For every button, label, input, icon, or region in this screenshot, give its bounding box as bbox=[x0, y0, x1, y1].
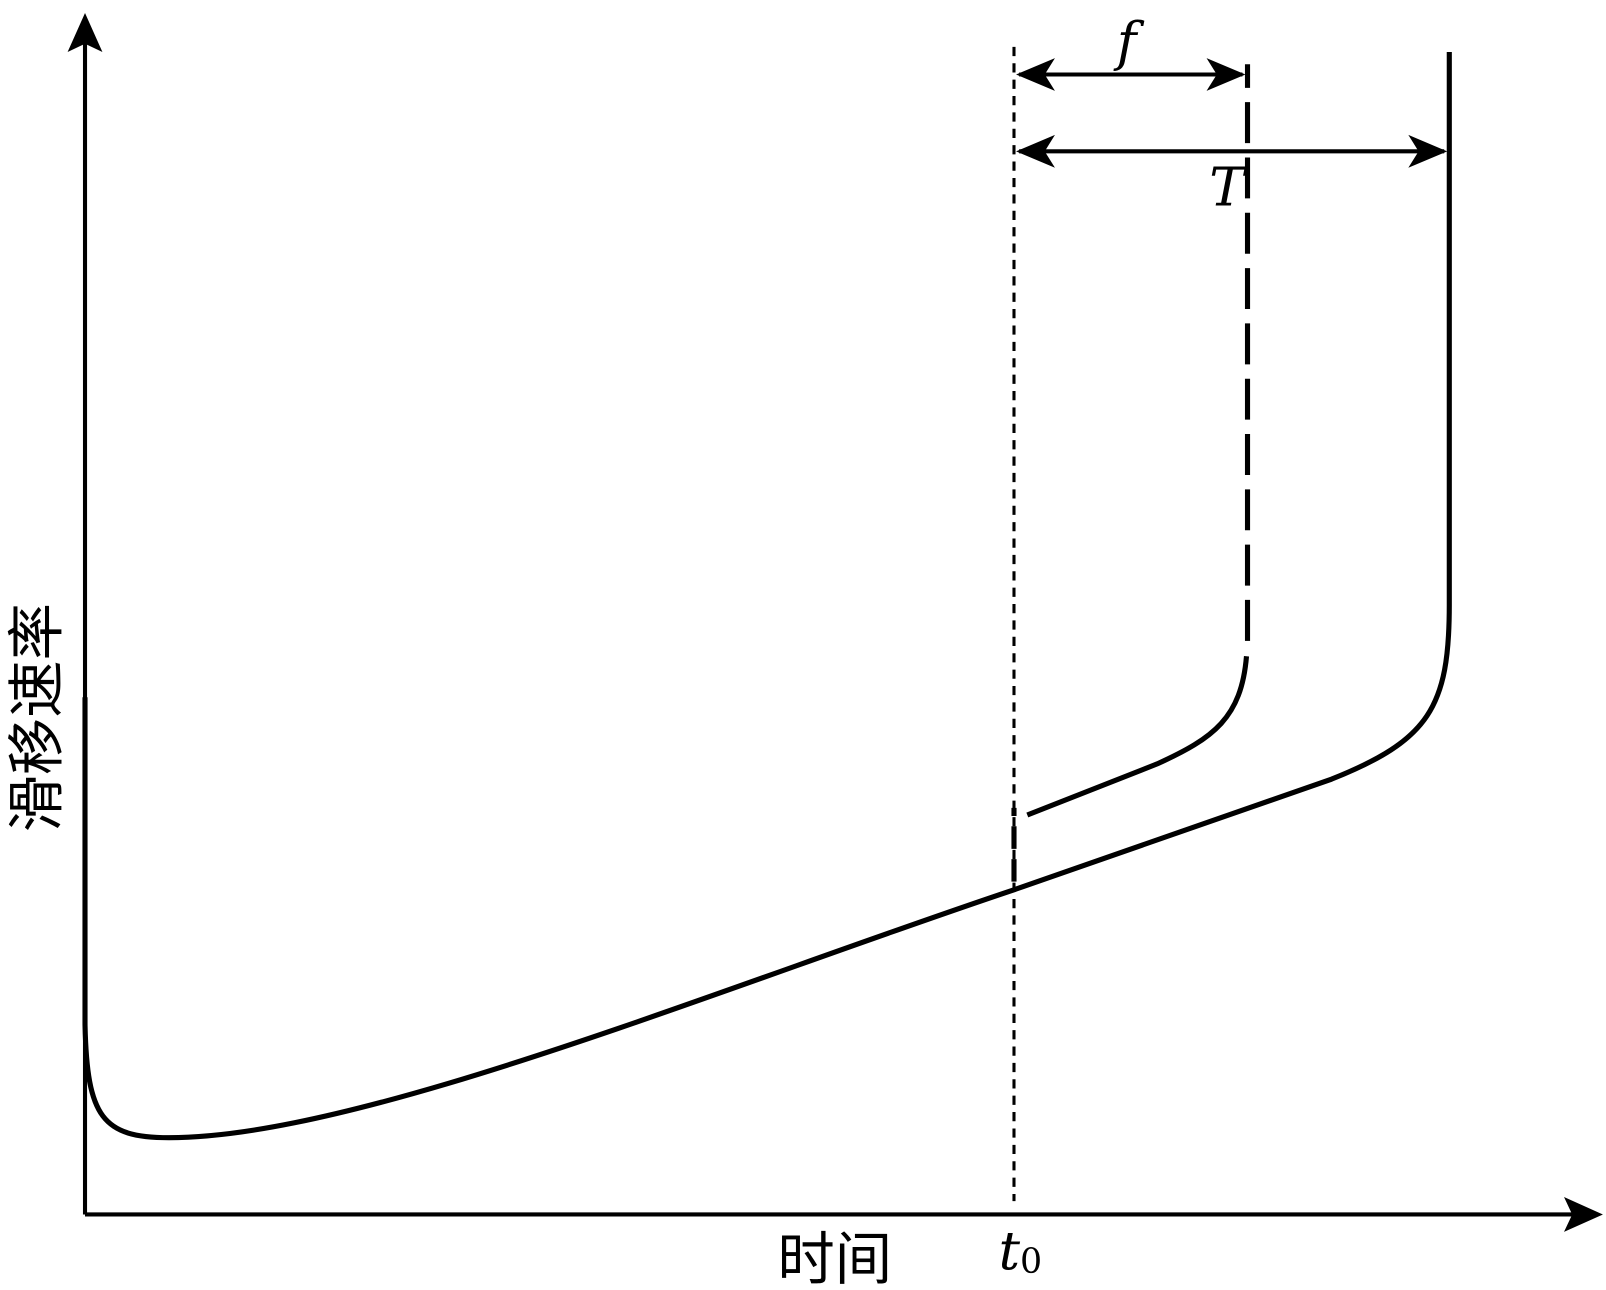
f-label: f bbox=[1113, 11, 1145, 73]
x-axis-label: 时间 bbox=[777, 1226, 892, 1290]
perturbed-curve bbox=[1026, 656, 1250, 818]
t0-base: t bbox=[999, 1220, 1021, 1282]
slip-curve bbox=[82, 51, 1452, 1141]
x-axis-arrow bbox=[1564, 1197, 1603, 1232]
T-label: T bbox=[1209, 157, 1248, 219]
y-axis-arrow bbox=[67, 13, 103, 52]
t0-sub: 0 bbox=[1020, 1242, 1042, 1282]
t0-label: t0 bbox=[999, 1220, 1043, 1282]
y-axis-label: 滑移速率 bbox=[3, 603, 70, 832]
